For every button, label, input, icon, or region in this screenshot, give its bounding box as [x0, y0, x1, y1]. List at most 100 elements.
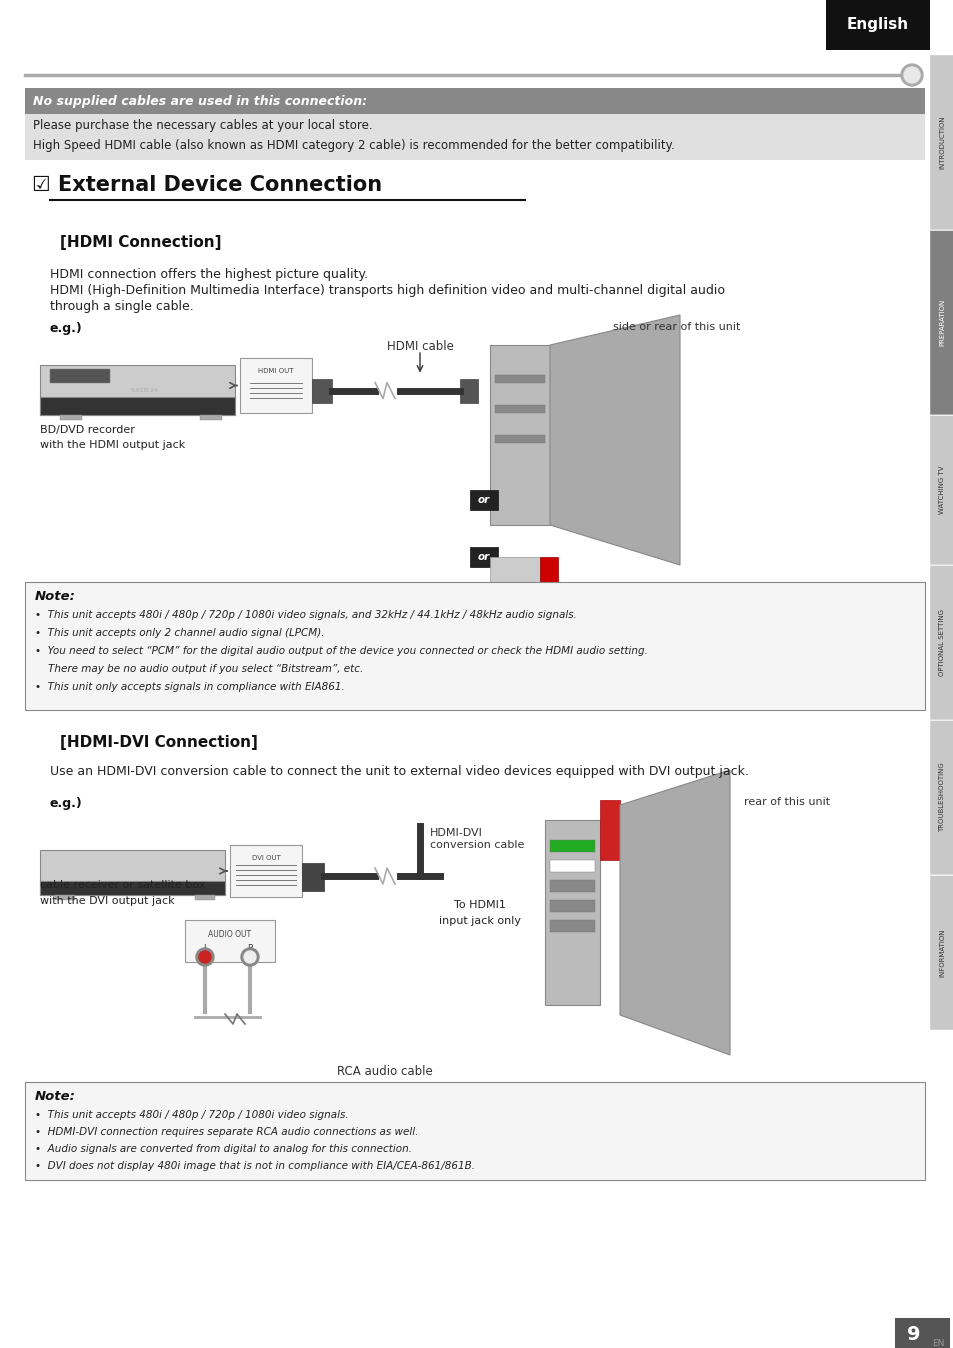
Bar [539, 557, 558, 585]
Bar [25, 1082, 924, 1180]
Circle shape [199, 950, 211, 962]
Bar [894, 1318, 949, 1348]
Text: HDMI cable: HDMI cable [386, 340, 453, 353]
Bar [544, 820, 599, 1006]
Text: •  You need to select “PCM” for the digital audio output of the device you conne: • You need to select “PCM” for the digit… [35, 646, 647, 656]
Text: •  This unit accepts 480i / 480p / 720p / 1080i video signals.: • This unit accepts 480i / 480p / 720p /… [35, 1109, 348, 1120]
Text: BD/DVD recorder: BD/DVD recorder [40, 425, 134, 435]
Bar [550, 840, 595, 852]
Text: with the HDMI output jack: with the HDMI output jack [40, 439, 185, 450]
Text: cable receiver or satellite box: cable receiver or satellite box [40, 880, 205, 890]
Text: or: or [477, 551, 490, 562]
Bar [929, 415, 953, 565]
Bar [312, 379, 332, 403]
Text: L: L [202, 944, 207, 953]
Text: [HDMI Connection]: [HDMI Connection] [60, 235, 221, 249]
Text: Please purchase the necessary cables at your local store.: Please purchase the necessary cables at … [33, 120, 373, 132]
Bar [230, 845, 302, 896]
Bar [599, 799, 619, 860]
Bar [302, 863, 324, 891]
Bar [60, 415, 82, 421]
Polygon shape [619, 770, 729, 1055]
Text: •  This unit accepts 480i / 480p / 720p / 1080i video signals, and 32kHz / 44.1k: • This unit accepts 480i / 480p / 720p /… [35, 611, 577, 620]
Bar [25, 582, 924, 710]
Bar [929, 875, 953, 1030]
Text: HDMI connection offers the highest picture quality.: HDMI connection offers the highest pictu… [50, 268, 368, 280]
Bar [550, 900, 595, 913]
Text: There may be no audio output if you select “Bitstream”, etc.: There may be no audio output if you sele… [35, 665, 363, 674]
Bar [495, 404, 544, 412]
Text: HDMI (High-Definition Multimedia Interface) transports high definition video and: HDMI (High-Definition Multimedia Interfa… [50, 284, 724, 297]
Bar [929, 231, 953, 415]
Bar [25, 115, 924, 160]
Text: TROUBLESHOOTING: TROUBLESHOOTING [938, 763, 944, 832]
Bar [490, 557, 539, 592]
Text: EN: EN [931, 1340, 943, 1348]
Text: 5:61B:24: 5:61B:24 [131, 388, 159, 394]
Text: To HDMI1: To HDMI1 [454, 900, 505, 910]
Bar [40, 365, 234, 415]
Text: Use an HDMI-DVI conversion cable to connect the unit to external video devices e: Use an HDMI-DVI conversion cable to conn… [50, 766, 748, 778]
Text: •  HDMI-DVI connection requires separate RCA audio connections as well.: • HDMI-DVI connection requires separate … [35, 1127, 418, 1136]
Circle shape [900, 63, 923, 86]
Text: HDMI OUT: HDMI OUT [258, 368, 294, 373]
Bar [550, 880, 595, 892]
Text: •  This unit only accepts signals in compliance with EIA861.: • This unit only accepts signals in comp… [35, 682, 344, 692]
Bar [50, 369, 110, 383]
Text: e.g.): e.g.) [50, 797, 83, 810]
Text: e.g.): e.g.) [50, 322, 83, 336]
Bar [200, 415, 222, 421]
Bar [929, 55, 953, 231]
Polygon shape [550, 315, 679, 565]
Text: HDMI-DVI
conversion cable: HDMI-DVI conversion cable [430, 828, 524, 849]
Bar [929, 720, 953, 875]
Bar [40, 851, 225, 895]
Text: input jack only: input jack only [438, 917, 520, 926]
Text: ☑ External Device Connection: ☑ External Device Connection [32, 175, 382, 195]
Text: High Speed HDMI cable (also known as HDMI category 2 cable) is recommended for t: High Speed HDMI cable (also known as HDM… [33, 139, 674, 152]
Bar [470, 491, 497, 510]
Bar [55, 895, 75, 900]
Bar [825, 0, 929, 50]
Text: No supplied cables are used in this connection:: No supplied cables are used in this conn… [33, 94, 367, 108]
Text: Note:: Note: [35, 589, 76, 603]
Text: •  Audio signals are converted from digital to analog for this connection.: • Audio signals are converted from digit… [35, 1144, 412, 1154]
Text: [HDMI-DVI Connection]: [HDMI-DVI Connection] [60, 735, 257, 749]
Circle shape [244, 950, 255, 962]
Text: side or rear of this unit: side or rear of this unit [612, 322, 740, 332]
Bar [40, 882, 225, 895]
Circle shape [903, 67, 919, 84]
Text: DVI OUT: DVI OUT [252, 855, 280, 861]
Text: Note:: Note: [35, 1089, 76, 1103]
Circle shape [195, 948, 213, 967]
Bar [194, 895, 214, 900]
Text: •  This unit accepts only 2 channel audio signal (LPCM).: • This unit accepts only 2 channel audio… [35, 628, 324, 638]
Text: RCA audio cable: RCA audio cable [336, 1065, 433, 1078]
Text: R: R [247, 944, 253, 953]
Bar [459, 379, 477, 403]
Text: or: or [477, 495, 490, 506]
Bar [550, 860, 595, 872]
Bar [495, 435, 544, 443]
Text: 9: 9 [906, 1325, 920, 1344]
Text: with the DVI output jack: with the DVI output jack [40, 896, 174, 906]
Bar [929, 565, 953, 720]
Bar [470, 547, 497, 568]
Bar [240, 359, 312, 412]
Text: English: English [846, 18, 908, 32]
Text: OPTIONAL SETTING: OPTIONAL SETTING [938, 609, 944, 675]
Text: WATCHING TV: WATCHING TV [938, 466, 944, 514]
Text: •  DVI does not display 480i image that is not in compliance with EIA/CEA-861/86: • DVI does not display 480i image that i… [35, 1161, 475, 1171]
Bar [185, 919, 274, 962]
Circle shape [241, 948, 258, 967]
Bar [40, 398, 234, 415]
Bar [550, 919, 595, 931]
Text: through a single cable.: through a single cable. [50, 301, 193, 313]
Bar [25, 88, 924, 115]
Text: AUDIO OUT: AUDIO OUT [208, 930, 252, 940]
Bar [490, 345, 550, 524]
Text: PREPARATION: PREPARATION [938, 299, 944, 346]
Text: INTRODUCTION: INTRODUCTION [938, 116, 944, 170]
Bar [495, 375, 544, 383]
Text: INFORMATION: INFORMATION [938, 929, 944, 977]
